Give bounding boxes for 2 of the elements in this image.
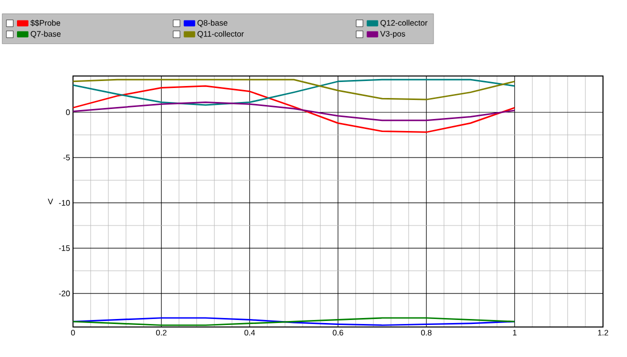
line-series xyxy=(73,102,516,122)
line-series xyxy=(73,85,516,133)
